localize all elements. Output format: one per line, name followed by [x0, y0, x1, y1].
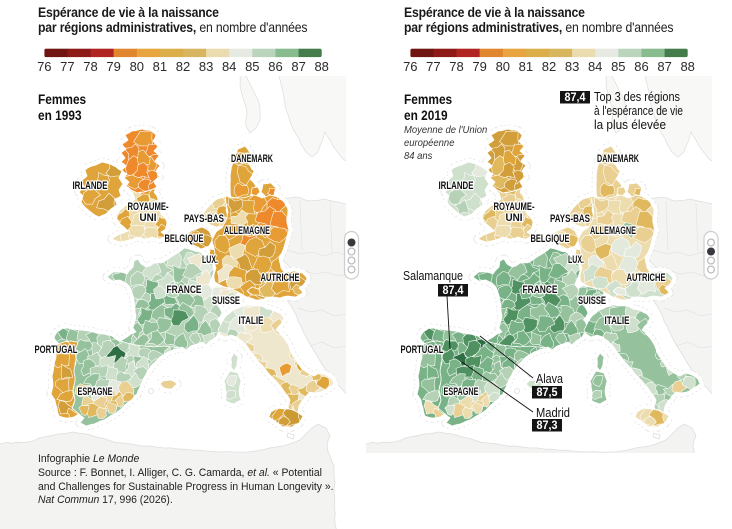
svg-text:AUTRICHE: AUTRICHE: [627, 272, 666, 284]
svg-text:ROYAUME-: ROYAUME-: [128, 201, 169, 213]
svg-text:84: 84: [588, 59, 602, 74]
svg-text:LUX.: LUX.: [202, 254, 218, 266]
svg-text:85: 85: [611, 59, 625, 74]
svg-text:86: 86: [268, 59, 282, 74]
svg-text:PORTUGAL: PORTUGAL: [401, 344, 444, 356]
svg-text:88: 88: [314, 59, 328, 74]
svg-text:82: 82: [176, 59, 190, 74]
svg-text:SUISSE: SUISSE: [212, 295, 240, 307]
svg-text:87,4: 87,4: [565, 90, 586, 104]
svg-text:la plus élevée: la plus élevée: [594, 117, 666, 132]
svg-text:UNI: UNI: [506, 212, 523, 224]
svg-text:PAYS-BAS: PAYS-BAS: [184, 213, 224, 225]
svg-text:PORTUGAL: PORTUGAL: [35, 344, 78, 356]
svg-text:UNI: UNI: [140, 212, 157, 224]
svg-text:FRANCE: FRANCE: [167, 284, 202, 296]
svg-text:Top 3 des régions: Top 3 des régions: [594, 89, 680, 104]
svg-text:DANEMARK: DANEMARK: [597, 153, 639, 165]
svg-text:PAYS-BAS: PAYS-BAS: [550, 213, 590, 225]
svg-text:IRLANDE: IRLANDE: [439, 180, 474, 192]
svg-text:85: 85: [245, 59, 259, 74]
svg-text:ESPAGNE: ESPAGNE: [78, 386, 113, 398]
svg-text:76: 76: [37, 59, 51, 74]
svg-text:80: 80: [496, 59, 510, 74]
svg-text:78: 78: [449, 59, 463, 74]
svg-text:LUX.: LUX.: [568, 254, 584, 266]
svg-text:Salamanque: Salamanque: [403, 268, 463, 283]
svg-text:Alava: Alava: [536, 371, 564, 386]
svg-text:FRANCE: FRANCE: [523, 284, 558, 296]
svg-text:80: 80: [130, 59, 144, 74]
svg-text:87: 87: [291, 59, 305, 74]
svg-text:81: 81: [519, 59, 533, 74]
svg-text:78: 78: [83, 59, 97, 74]
svg-text:Madrid: Madrid: [536, 405, 570, 420]
svg-text:87: 87: [657, 59, 671, 74]
svg-text:81: 81: [153, 59, 167, 74]
svg-text:ROYAUME-: ROYAUME-: [494, 201, 535, 213]
svg-text:83: 83: [565, 59, 579, 74]
svg-text:ITALIE: ITALIE: [239, 315, 264, 327]
svg-text:SUISSE: SUISSE: [578, 295, 606, 307]
svg-text:87,5: 87,5: [537, 385, 558, 399]
svg-text:BELGIQUE: BELGIQUE: [165, 233, 204, 245]
svg-text:86: 86: [634, 59, 648, 74]
svg-text:77: 77: [426, 59, 440, 74]
svg-text:à l'espérance de vie: à l'espérance de vie: [594, 103, 683, 118]
svg-text:87,3: 87,3: [537, 418, 558, 432]
svg-text:AUTRICHE: AUTRICHE: [261, 272, 300, 284]
svg-text:ESPAGNE: ESPAGNE: [444, 386, 479, 398]
svg-text:BELGIQUE: BELGIQUE: [531, 233, 570, 245]
svg-text:ITALIE: ITALIE: [605, 315, 630, 327]
svg-text:79: 79: [472, 59, 486, 74]
svg-text:DANEMARK: DANEMARK: [231, 153, 273, 165]
svg-text:77: 77: [60, 59, 74, 74]
svg-text:83: 83: [199, 59, 213, 74]
svg-text:88: 88: [680, 59, 694, 74]
svg-text:ALLEMAGNE: ALLEMAGNE: [224, 225, 270, 237]
svg-text:87,4: 87,4: [443, 283, 464, 297]
svg-text:79: 79: [106, 59, 120, 74]
svg-text:84: 84: [222, 59, 236, 74]
svg-text:ALLEMAGNE: ALLEMAGNE: [590, 225, 636, 237]
svg-text:82: 82: [542, 59, 556, 74]
svg-text:76: 76: [403, 59, 417, 74]
svg-text:IRLANDE: IRLANDE: [73, 180, 108, 192]
